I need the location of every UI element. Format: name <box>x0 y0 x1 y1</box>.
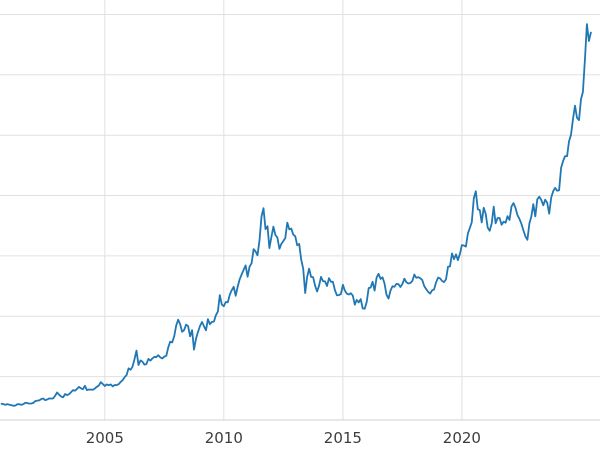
x-tick-label: 2015 <box>324 429 362 447</box>
x-tick-label: 2010 <box>205 429 243 447</box>
x-tick-label: 2020 <box>443 429 481 447</box>
price-line <box>0 23 592 407</box>
x-tick-label: 2005 <box>86 429 124 447</box>
